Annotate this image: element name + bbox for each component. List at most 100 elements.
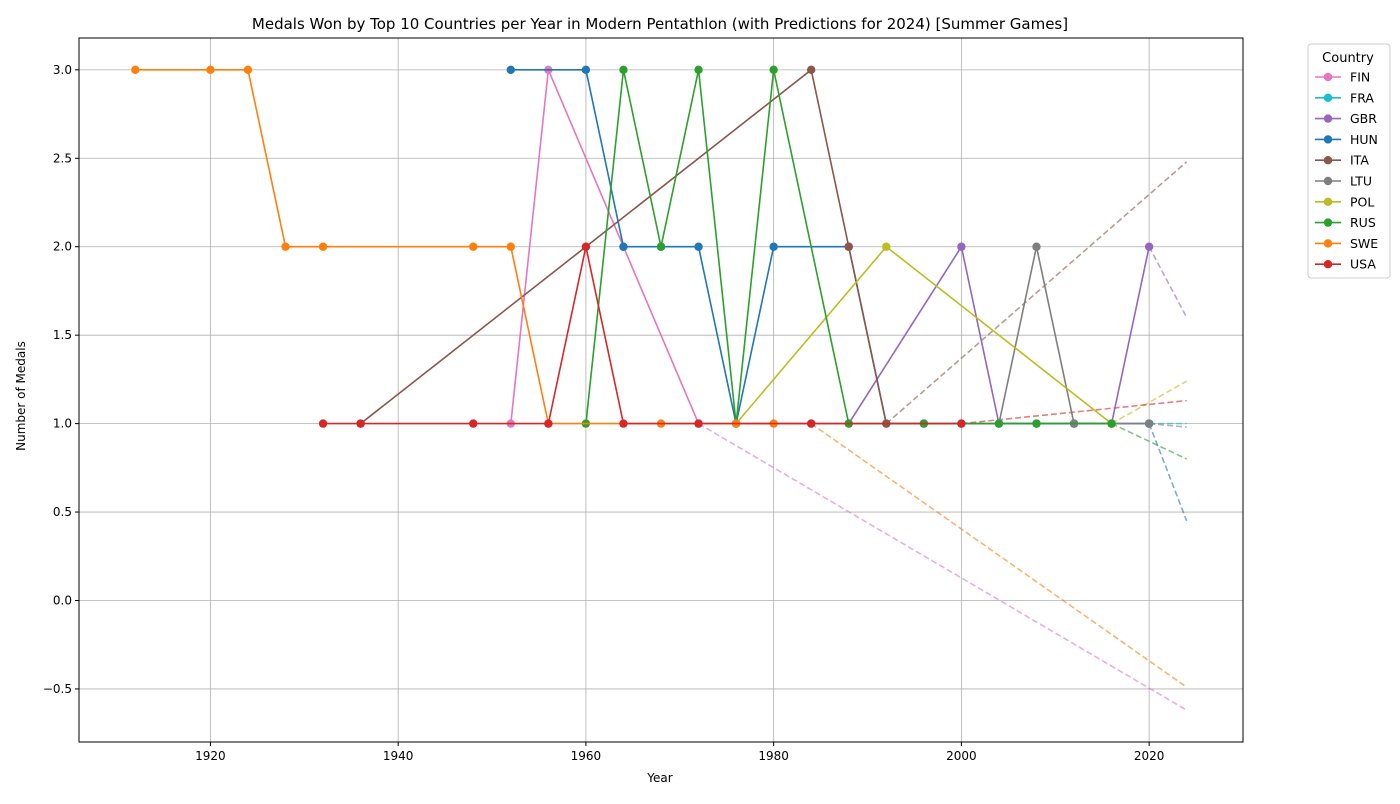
x-tick-label: 1980 <box>758 749 789 763</box>
data-point-ita <box>806 65 816 75</box>
y-axis-label: Number of Medals <box>14 341 28 451</box>
data-point-usa <box>619 419 628 428</box>
legend: Country FIN FRA GBR HUN ITA LTU POL RUS SWE USA <box>1307 43 1391 279</box>
data-point-ita <box>844 242 853 251</box>
legend-marker-pol <box>1323 197 1333 206</box>
y-tick-label: 2.5 <box>53 151 72 165</box>
legend-marker-fin <box>1323 72 1333 82</box>
legend-marker-hun <box>1323 135 1333 144</box>
legend-marker-gbr <box>1323 114 1333 123</box>
legend-item-usa: USA <box>1315 257 1376 272</box>
legend-item-ita: ITA <box>1315 153 1369 168</box>
legend-marker-fra <box>1323 93 1333 103</box>
y-tick-label: 3.0 <box>53 63 72 77</box>
data-point-rus <box>694 65 703 75</box>
legend-label-pol: POL <box>1350 194 1374 209</box>
data-point-swe <box>281 242 290 251</box>
x-tick-label: 1940 <box>383 749 414 763</box>
legend-label-hun: HUN <box>1350 132 1378 147</box>
prediction-line-gbr <box>1148 246 1188 318</box>
y-tick-label: 0.5 <box>53 505 72 519</box>
y-tick-label: 1.0 <box>53 417 72 431</box>
data-point-swe <box>243 65 253 75</box>
y-tick-label: 2.0 <box>53 240 72 254</box>
y-tick-label: 1.5 <box>53 328 72 342</box>
axis-ticks: 1920 1940 1960 1980 2000 2020 −0.5 0.0 0.5 1.0 1.5… <box>43 63 1165 763</box>
data-point-rus <box>769 65 778 75</box>
prediction-line-hun <box>1148 423 1188 522</box>
legend-title: Country <box>1322 51 1374 66</box>
prediction-line-ltu <box>1149 422 1187 428</box>
series-line-fin <box>510 66 700 424</box>
prediction-lines <box>698 161 1188 711</box>
legend-label-fin: FIN <box>1350 70 1370 85</box>
data-point-usa <box>694 419 703 428</box>
data-point-swe <box>318 242 328 251</box>
data-point-rus <box>619 65 628 75</box>
data-point-rus <box>1107 419 1116 428</box>
legend-marker-swe <box>1323 239 1333 248</box>
x-tick-label: 2000 <box>946 749 977 763</box>
legend-label-swe: SWE <box>1350 236 1378 251</box>
prediction-line-rus <box>1111 422 1188 460</box>
data-point-usa <box>544 419 553 428</box>
y-tick-label: −0.5 <box>43 682 72 696</box>
legend-label-gbr: GBR <box>1350 111 1377 126</box>
x-axis-label: Year <box>646 771 672 785</box>
data-point-swe <box>506 242 516 251</box>
data-point-usa <box>957 419 966 428</box>
legend-item-fin: FIN <box>1315 70 1370 85</box>
legend-label-usa: USA <box>1350 257 1376 272</box>
data-point-usa <box>581 242 591 251</box>
plot-frame <box>78 37 1244 743</box>
legend-item-gbr: GBR <box>1315 111 1377 126</box>
legend-item-rus: RUS <box>1315 215 1376 230</box>
data-point-usa <box>469 419 478 428</box>
legend-items: FIN FRA GBR HUN ITA LTU POL RUS SWE USA <box>1315 70 1378 272</box>
legend-label-ita: ITA <box>1350 153 1369 168</box>
data-point-gbr <box>1144 242 1154 251</box>
data-point-hun <box>694 242 703 251</box>
x-tick-label: 2020 <box>1134 749 1165 763</box>
data-point-rus <box>994 419 1004 428</box>
legend-item-hun: HUN <box>1315 132 1378 147</box>
prediction-line-swe <box>810 422 1188 688</box>
legend-item-fra: FRA <box>1315 90 1374 105</box>
data-point-gbr <box>957 242 966 251</box>
legend-marker-ltu <box>1323 176 1333 186</box>
data-point-hun <box>619 242 628 251</box>
prediction-line-fin <box>698 422 1188 711</box>
data-point-rus <box>656 242 666 251</box>
data-point-swe <box>131 65 140 75</box>
prediction-line-pol <box>1111 380 1188 425</box>
data-point-usa <box>806 419 816 428</box>
data-point-pol <box>882 242 891 251</box>
series-rus <box>581 65 1116 428</box>
series-usa <box>318 242 966 428</box>
legend-label-rus: RUS <box>1350 215 1376 230</box>
data-point-hun <box>581 65 591 75</box>
data-point-usa <box>356 419 365 428</box>
chart-title: Medals Won by Top 10 Countries per Year … <box>252 15 1068 33</box>
x-tick-label: 1920 <box>195 749 226 763</box>
x-tick-label: 1960 <box>571 749 602 763</box>
y-tick-label: 0.0 <box>53 593 72 607</box>
legend-marker-usa <box>1323 260 1333 269</box>
data-point-ltu <box>1032 242 1041 251</box>
legend-marker-rus <box>1323 218 1333 227</box>
legend-marker-ita <box>1323 156 1333 165</box>
legend-label-fra: FRA <box>1350 90 1374 105</box>
data-point-usa <box>318 419 328 428</box>
legend-item-pol: POL <box>1315 194 1374 209</box>
data-point-swe <box>206 65 215 75</box>
series-lines <box>131 65 1154 428</box>
data-point-hun <box>769 242 778 251</box>
legend-label-ltu: LTU <box>1350 174 1372 189</box>
legend-item-swe: SWE <box>1315 236 1378 251</box>
data-point-swe <box>469 242 478 251</box>
data-point-rus <box>1032 419 1041 428</box>
prediction-line-ita <box>885 161 1188 425</box>
data-point-ltu <box>1144 419 1154 428</box>
